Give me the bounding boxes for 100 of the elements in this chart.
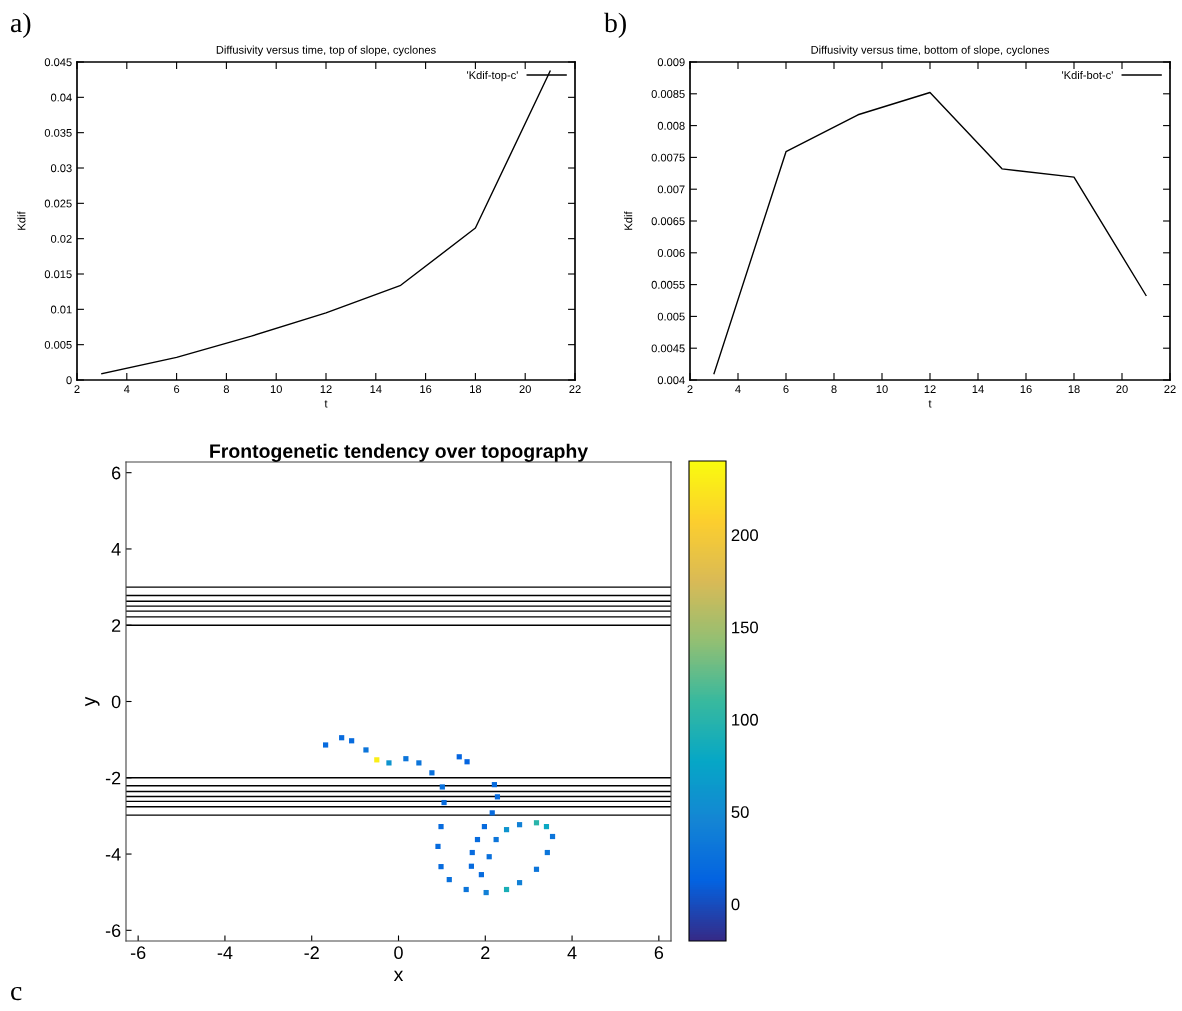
- legend-label: 'Kdif-bot-c': [1062, 70, 1113, 80]
- x-tick-label: 6: [174, 385, 180, 394]
- color-bar-label: 50: [731, 806, 749, 818]
- y-tick-label: 0.0085: [651, 90, 685, 98]
- point: [489, 810, 495, 816]
- color-bar-label: 0: [731, 898, 740, 911]
- y-tick-label: 0: [111, 695, 121, 709]
- point: [464, 759, 470, 765]
- point: [478, 872, 484, 878]
- point: [481, 823, 488, 830]
- x-tick-label: 12: [924, 385, 936, 393]
- x-tick-label: 22: [569, 385, 581, 393]
- x-tick-label: 2: [687, 385, 693, 393]
- y-tick-label: -6: [105, 924, 121, 938]
- y-tick-label: 0.035: [44, 128, 72, 137]
- chart-title: Diffusivity versus time, bottom of slope, cyclones: [811, 45, 1049, 56]
- color-bar-label: 150: [732, 621, 759, 634]
- x-tick-label: 8: [223, 385, 230, 394]
- y-tick-label: 0.008: [657, 121, 685, 130]
- point: [493, 836, 499, 843]
- y-tick-label: 0.006: [657, 249, 685, 257]
- y-tick-label: 0.03: [50, 164, 72, 173]
- y-tick-label: 0.0055: [651, 280, 685, 289]
- point: [474, 836, 481, 843]
- y-tick-label: 0.004: [657, 376, 685, 385]
- y-tick-label: -2: [105, 771, 121, 785]
- x-tick-label: 4: [567, 946, 577, 959]
- x-tick-label: 20: [1116, 385, 1128, 394]
- x-tick-label: 14: [972, 385, 984, 393]
- point: [374, 757, 380, 763]
- point: [463, 886, 469, 893]
- x-tick-label: 2: [481, 946, 490, 959]
- legend-label: 'Kdif-top-c': [467, 70, 518, 82]
- point: [503, 827, 510, 833]
- y-tick-label: 0.007: [657, 185, 685, 194]
- x-tick-label: 0: [394, 946, 403, 960]
- point: [429, 770, 435, 776]
- y-tick-label: 0.04: [50, 93, 72, 102]
- y-tick-label: 6: [112, 466, 121, 480]
- text: a): [10, 12, 31, 38]
- x-tick-label: 6: [783, 385, 789, 394]
- line-series: [713, 91, 1147, 375]
- point: [323, 742, 329, 748]
- point: [516, 880, 523, 886]
- color-bar-label: 200: [731, 529, 759, 542]
- y-tick-label: 0.009: [657, 58, 685, 67]
- point: [438, 864, 444, 870]
- point: [491, 782, 497, 788]
- x-axis-title: t: [928, 400, 932, 408]
- color-bar-label: 100: [732, 713, 759, 726]
- x-tick-label: 18: [1068, 385, 1080, 394]
- point: [483, 889, 489, 896]
- point: [339, 735, 345, 741]
- y-tick-label: 0.02: [50, 234, 72, 243]
- point: [549, 833, 556, 840]
- x-tick-label: 8: [831, 385, 837, 394]
- point: [533, 866, 540, 872]
- x-tick-label: 16: [1020, 385, 1032, 394]
- point: [386, 760, 392, 766]
- point: [503, 886, 510, 893]
- y-tick-label: 0.005: [657, 312, 685, 321]
- x-tick-label: 10: [876, 385, 888, 394]
- x-tick-label: 10: [270, 385, 282, 394]
- y-axis-title: Kdif: [17, 211, 26, 230]
- point: [446, 877, 452, 883]
- point: [469, 849, 475, 856]
- y-tick-label: 2: [112, 619, 121, 632]
- x-tick-label: -6: [130, 946, 146, 960]
- point: [441, 799, 447, 806]
- y-tick-label: -4: [105, 848, 121, 861]
- chart-title: Diffusivity versus time, top of slope, cyclones: [216, 45, 436, 56]
- x-tick-label: 20: [519, 385, 531, 394]
- y-tick-label: 4: [111, 543, 121, 556]
- point: [349, 738, 355, 744]
- point: [516, 822, 523, 828]
- point: [416, 760, 422, 766]
- y-tick-label: 0.005: [44, 340, 72, 349]
- y-tick-label: 0.0075: [651, 153, 685, 162]
- y-tick-label: 0.025: [44, 199, 72, 208]
- point: [435, 843, 441, 850]
- y-tick-label: 0.045: [44, 58, 72, 67]
- x-tick-label: 14: [370, 385, 382, 393]
- x-tick-label: -2: [304, 946, 319, 959]
- point: [403, 756, 409, 762]
- point: [544, 849, 550, 856]
- x-axis-title: t: [324, 400, 328, 408]
- point: [439, 784, 445, 790]
- point: [468, 863, 474, 869]
- text: b): [604, 12, 626, 38]
- point: [456, 754, 462, 760]
- x-tick-label: 4: [123, 385, 130, 393]
- y-tick-label: 0.01: [50, 305, 72, 314]
- point: [494, 794, 501, 800]
- point: [543, 823, 550, 830]
- x-tick-label: 18: [470, 385, 482, 394]
- text: c: [11, 986, 22, 1001]
- x-tick-label: 2: [74, 385, 80, 393]
- x-tick-label: 4: [735, 385, 741, 393]
- y-axis-title: y: [85, 696, 100, 707]
- x-tick-label: 22: [1164, 385, 1176, 393]
